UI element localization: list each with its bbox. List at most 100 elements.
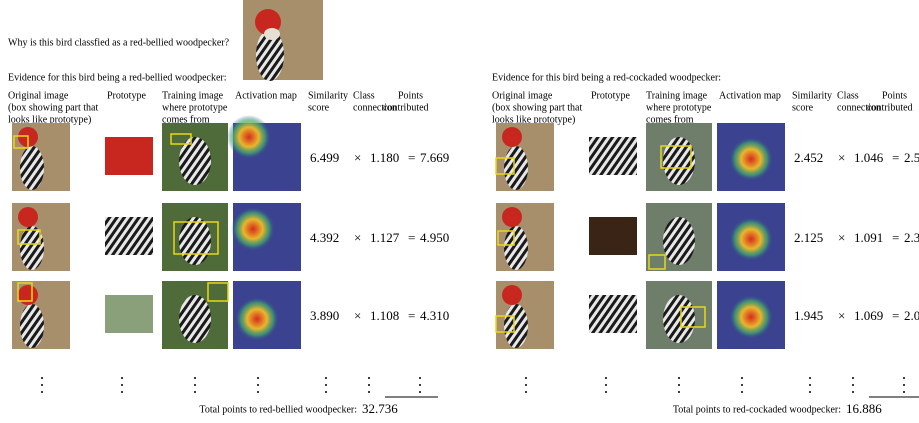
bird-body <box>20 304 44 348</box>
highlight-box <box>173 221 219 255</box>
highlight-box <box>13 135 29 149</box>
activation-heat <box>235 297 279 341</box>
evidence-row: 2.452 × 1.046 = 2.565 <box>495 123 919 191</box>
column-header: looks like prototype) <box>8 114 91 125</box>
times-sign: × <box>838 150 845 165</box>
highlight-box <box>680 306 706 328</box>
ellipsis-dot <box>903 391 905 393</box>
ellipsis-dot <box>368 377 370 379</box>
equals-sign: = <box>892 230 899 245</box>
training-bird <box>663 137 695 185</box>
evidence-row: 3.890 × 1.108 = 4.310 <box>12 281 449 349</box>
ellipsis-dot <box>325 384 327 386</box>
ellipsis-dot <box>257 384 259 386</box>
points-contributed: 2.079 <box>904 308 919 323</box>
class-connection: 1.069 <box>854 308 883 323</box>
similarity-score: 3.890 <box>310 308 339 323</box>
column-header: score <box>792 102 814 113</box>
column-header: (box showing part that <box>492 102 582 113</box>
bird-body <box>504 146 528 190</box>
class-connection: 1.046 <box>854 150 884 165</box>
ellipsis-dot <box>809 391 811 393</box>
column-header: Points <box>882 90 907 101</box>
prototype-image <box>589 217 637 255</box>
evidence-row: 4.392 × 1.127 = 4.950 <box>12 203 449 271</box>
ellipsis-dot <box>852 384 854 386</box>
column-header: contributed <box>867 102 913 113</box>
ellipsis-dot <box>41 391 43 393</box>
evidence-row: 1.945 × 1.069 = 2.079 <box>495 281 919 349</box>
ellipsis-dot <box>903 377 905 379</box>
prototype-image <box>105 295 153 333</box>
equals-sign: = <box>408 150 415 165</box>
prototype-image <box>589 295 637 333</box>
column-header: Activation map <box>719 90 781 101</box>
ellipsis-dot <box>605 391 607 393</box>
ellipsis-dot <box>525 391 527 393</box>
ellipsis-dot <box>419 384 421 386</box>
points-contributed: 7.669 <box>420 150 449 165</box>
column-header: score <box>308 102 330 113</box>
highlight-box <box>495 315 515 333</box>
ellipsis-dot <box>194 391 196 393</box>
column-header: Prototype <box>591 90 630 101</box>
total-points: 32.736 <box>362 401 398 416</box>
bird-head <box>502 207 522 227</box>
class-connection: 1.127 <box>370 230 400 245</box>
column-header: Similarity <box>792 90 832 101</box>
activation-heat <box>227 115 271 159</box>
column-header: connection <box>353 102 397 113</box>
class-connection: 1.091 <box>854 230 883 245</box>
ellipsis-dot <box>41 384 43 386</box>
ellipsis-dot <box>605 384 607 386</box>
ellipsis-dot <box>325 391 327 393</box>
ellipsis-dot <box>525 384 527 386</box>
class-connection: 1.180 <box>370 150 399 165</box>
training-bird <box>179 217 211 265</box>
ellipsis-dot <box>121 391 123 393</box>
column-header: where prototype <box>646 102 712 113</box>
total-label: Total points to red-cockaded woodpecker: <box>673 404 841 415</box>
times-sign: × <box>354 308 361 323</box>
highlight-box <box>170 133 192 145</box>
bird-head <box>18 207 38 227</box>
prototype-image <box>105 217 153 255</box>
bird-body <box>20 146 44 190</box>
ellipsis-dot <box>678 377 680 379</box>
column-header: comes from <box>646 114 694 125</box>
column-header: (box showing part that <box>8 102 98 113</box>
similarity-score: 6.499 <box>310 150 339 165</box>
points-contributed: 4.310 <box>420 308 449 323</box>
activation-heat <box>231 207 275 251</box>
ellipsis-dot <box>809 384 811 386</box>
column-header: Points <box>398 90 423 101</box>
ellipsis-dot <box>525 377 527 379</box>
highlight-box <box>648 254 666 270</box>
similarity-score: 2.452 <box>794 150 823 165</box>
training-bird <box>663 217 695 265</box>
class-connection: 1.108 <box>370 308 399 323</box>
points-contributed: 2.565 <box>904 150 919 165</box>
ellipsis-dot <box>325 377 327 379</box>
activation-heat <box>729 295 773 339</box>
ellipsis-dot <box>903 384 905 386</box>
training-bird <box>663 295 695 343</box>
ellipsis-dot <box>852 377 854 379</box>
question: Why is this bird classfied as a red-bell… <box>8 37 230 48</box>
ellipsis-dot <box>368 391 370 393</box>
highlight-box <box>497 230 515 246</box>
ellipsis-dot <box>368 384 370 386</box>
ellipsis-dot <box>419 391 421 393</box>
times-sign: × <box>838 308 845 323</box>
bird-head <box>502 127 522 147</box>
query-image <box>243 0 323 81</box>
total-points: 16.886 <box>846 401 882 416</box>
ellipsis-dot <box>809 377 811 379</box>
ellipsis-dot <box>121 377 123 379</box>
column-header: Activation map <box>235 90 297 101</box>
points-contributed: 2.318 <box>904 230 919 245</box>
ellipsis-dot <box>257 377 259 379</box>
equals-sign: = <box>892 150 899 165</box>
column-header: comes from <box>162 114 210 125</box>
